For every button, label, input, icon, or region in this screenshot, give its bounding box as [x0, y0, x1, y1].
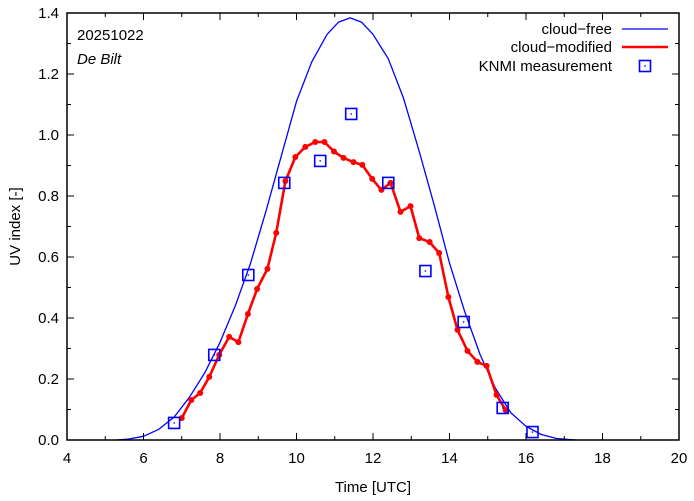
- cloud-modified-point: [407, 203, 414, 210]
- legend-swatch-knmi-measurement: [638, 59, 652, 73]
- knmi-measurement-marker: [207, 348, 221, 362]
- cloud-modified-point: [197, 390, 204, 397]
- y-tick-label: 1.0: [38, 127, 59, 144]
- knmi-measurement-marker: [381, 176, 395, 190]
- cloud-free-line: [116, 17, 576, 441]
- cloud-modified-point: [359, 161, 366, 168]
- series-knmi-measurement: [167, 107, 539, 439]
- cloud-modified-point: [264, 265, 271, 272]
- cloud-modified-point: [235, 339, 242, 346]
- x-tick-label: 8: [216, 450, 224, 467]
- cloud-modified-point: [445, 293, 452, 300]
- cloud-modified-point: [188, 397, 195, 404]
- knmi-measurement-marker-dot: [173, 422, 175, 424]
- cloud-modified-point: [416, 235, 423, 242]
- x-tick-labels: 4 6 8 10 12 14 16 18 20: [63, 450, 688, 467]
- y-tick-labels: 0.0 0.2 0.4 0.6 0.8 1.0 1.2 1.4: [38, 5, 59, 449]
- cloud-modified-point: [330, 148, 337, 155]
- knmi-measurement-marker-dot: [387, 182, 389, 184]
- knmi-measurement-marker-dot: [213, 354, 215, 356]
- knmi-measurement-marker-dot: [531, 431, 534, 433]
- knmi-measurement-marker-dot: [283, 182, 285, 184]
- knmi-measurement-marker: [419, 264, 432, 278]
- cloud-modified-point: [282, 178, 289, 185]
- x-tick-label: 4: [63, 450, 71, 467]
- cloud-modified-point: [340, 154, 347, 161]
- legend-label-cloud-free: cloud−free: [542, 21, 612, 38]
- cloud-modified-point: [312, 139, 319, 146]
- plot-area: [116, 17, 576, 441]
- site-annotation: De Bilt: [77, 51, 122, 68]
- cloud-modified-line: [180, 140, 507, 419]
- legend-marker: [638, 59, 652, 73]
- axis-ticks: [66, 12, 680, 441]
- y-tick-label: 0.6: [38, 249, 59, 266]
- cloud-modified-point: [273, 229, 280, 236]
- legend-marker-dot: [644, 65, 646, 67]
- knmi-measurement-marker-dot: [350, 113, 352, 115]
- cloud-modified-point: [369, 175, 376, 182]
- cloud-modified-point: [226, 333, 233, 340]
- cloud-modified-point: [436, 250, 443, 257]
- x-tick-label: 10: [288, 450, 305, 467]
- legend-label-knmi-measurement: KNMI measurement: [479, 58, 613, 75]
- legend: cloud−free cloud−modified KNMI measureme…: [479, 21, 668, 75]
- knmi-measurement-marker-dot: [424, 270, 427, 272]
- legend-label-cloud-modified: cloud−modified: [511, 39, 612, 56]
- cloud-modified-point: [254, 286, 261, 293]
- cloud-modified-point: [321, 139, 328, 146]
- knmi-measurement-marker: [457, 315, 470, 329]
- cloud-modified-point: [493, 391, 500, 398]
- cloud-modified-point: [426, 239, 433, 246]
- knmi-measurement-marker: [313, 154, 327, 168]
- date-annotation: 20251022: [77, 27, 144, 44]
- cloud-modified-point: [387, 179, 394, 186]
- cloud-modified-point: [302, 143, 309, 150]
- x-tick-label: 6: [139, 450, 147, 467]
- cloud-modified-point: [206, 373, 213, 380]
- y-tick-label: 0.0: [38, 432, 59, 449]
- series-layer: [116, 17, 576, 441]
- y-tick-label: 0.8: [38, 188, 59, 205]
- knmi-measurement-marker-dot: [247, 274, 250, 276]
- x-tick-label: 16: [518, 450, 535, 467]
- y-axis-title: UV index [-]: [7, 187, 24, 265]
- knmi-measurement-marker: [526, 425, 539, 439]
- knmi-measurement-marker: [167, 416, 181, 430]
- x-tick-label: 20: [671, 450, 688, 467]
- cloud-modified-point: [483, 362, 490, 369]
- cloud-modified-point: [244, 311, 251, 318]
- knmi-measurement-marker: [344, 107, 358, 121]
- x-tick-label: 18: [594, 450, 611, 467]
- knmi-measurement-marker-dot: [319, 160, 321, 162]
- knmi-measurement-marker-dot: [462, 321, 465, 323]
- knmi-measurement-marker: [496, 401, 509, 415]
- y-tick-label: 0.4: [38, 310, 59, 327]
- cloud-modified-point: [454, 326, 461, 333]
- cloud-modified-point: [474, 358, 481, 365]
- plot-frame: [66, 12, 680, 441]
- cloud-modified-point: [502, 407, 509, 414]
- cloud-modified-point: [464, 347, 471, 354]
- y-tick-label: 0.2: [38, 371, 59, 388]
- cloud-modified-point: [397, 208, 404, 215]
- x-tick-label: 12: [365, 450, 382, 467]
- x-axis-title: Time [UTC]: [335, 479, 411, 496]
- series-cloud-modified: [178, 139, 509, 422]
- cloud-modified-point: [350, 159, 357, 166]
- y-tick-label: 1.2: [38, 66, 59, 83]
- x-tick-label: 14: [441, 450, 458, 467]
- series-cloud-free: [116, 17, 576, 441]
- cloud-modified-point: [292, 153, 299, 160]
- y-tick-label: 1.4: [38, 5, 59, 22]
- knmi-measurement-marker: [242, 268, 255, 282]
- knmi-measurement-marker-dot: [501, 407, 504, 409]
- knmi-measurement-marker: [277, 176, 291, 190]
